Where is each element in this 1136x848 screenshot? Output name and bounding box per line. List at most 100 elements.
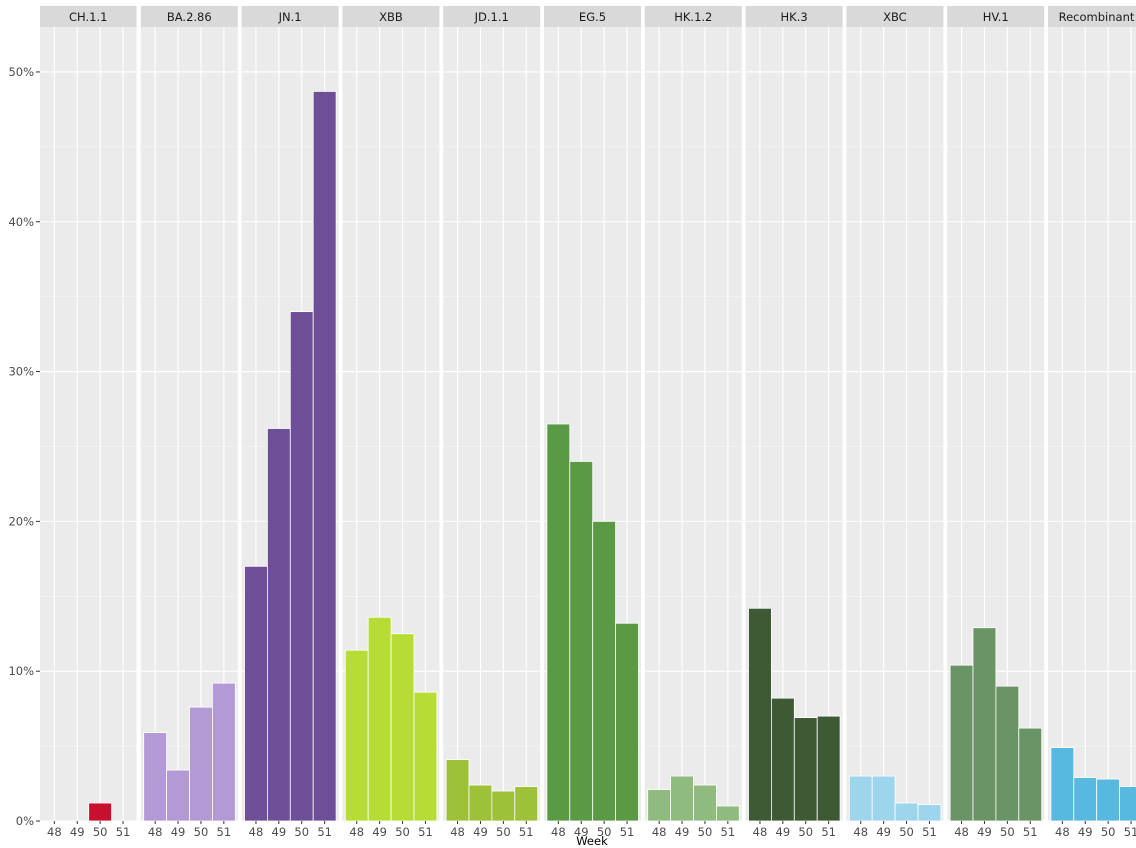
x-tick-label: 48 [148,825,163,839]
bar [949,664,974,821]
x-tick-label: 50 [395,825,410,839]
facet-panel: JD.1.1 48 49 50 51 [443,6,541,839]
bar [670,775,694,821]
bar [771,697,795,821]
bar [995,685,1020,821]
x-tick-label: 49 [776,825,791,839]
x-tick-label: 49 [977,825,992,839]
x-tick-label: 49 [473,825,488,839]
facet-strip-label: XBC [883,10,907,24]
y-tick-label: 0% [16,814,34,828]
x-tick-label: 48 [349,825,364,839]
x-tick-label: 48 [853,825,868,839]
x-tick-label: 51 [821,825,836,839]
facet-panel: JN.1 48 49 50 51 [241,6,339,839]
facet-panel: Recombinant 48 49 50 51 [1048,6,1136,839]
y-tick-label: 10% [8,664,34,678]
x-tick-label: 49 [574,825,589,839]
x-tick-label: 51 [620,825,635,839]
bar [344,649,369,821]
facet-strip [644,6,742,27]
y-tick-label: 20% [8,514,34,528]
x-tick-label: 48 [753,825,768,839]
facet-panel: XBC 48 49 50 51 [846,6,944,839]
facet-strip [1048,6,1136,27]
bar [647,789,672,821]
bar [189,706,213,821]
facet-panel: HV.1 48 49 50 51 [947,6,1045,839]
x-tick-label: 49 [372,825,387,839]
x-tick-label: 50 [1101,825,1116,839]
y-tick-label: 50% [8,65,34,79]
x-tick-label: 48 [47,825,62,839]
bar [1119,786,1136,821]
x-tick-label: 50 [294,825,309,839]
facet-strip-label: HV.1 [983,10,1009,24]
x-tick-label: 51 [922,825,937,839]
x-tick-label: 48 [1055,825,1070,839]
x-tick-label: 50 [496,825,511,839]
bar [289,311,314,821]
facet-strip-label: HK.1.2 [674,10,712,24]
y-tick-label: 40% [8,215,34,229]
x-tick-label: 49 [171,825,186,839]
x-tick-label: 51 [519,825,534,839]
facet-strip [241,6,339,27]
x-tick-label: 48 [954,825,969,839]
x-tick-label: 51 [1023,825,1038,839]
facet-strip [745,6,843,27]
bar [569,461,594,821]
bar [871,775,896,821]
bar [266,428,291,821]
bar [491,790,516,821]
x-tick-label: 49 [272,825,287,839]
bar [244,565,268,821]
bar [166,769,190,821]
facet-strip-label: XBB [379,10,403,24]
facet-panels: CH.1.1 48 49 50 51 BA.2.86 48 49 50 51 JN.1 48 49 50 5… [40,6,1136,839]
panel-background [1048,27,1136,821]
facet-strip-label: Recombinant [1059,10,1135,24]
bar [546,423,571,821]
facet-panel: BA.2.86 48 49 50 51 [140,6,238,839]
facet-panel: XBB 48 49 50 51 [342,6,440,839]
facet-strip [443,6,541,27]
facet-strip [544,6,641,27]
facet-strip [947,6,1045,27]
bar [1073,777,1098,821]
bar [390,633,415,821]
bar [615,622,639,821]
facet-strip-label: BA.2.86 [167,10,212,24]
x-tick-label: 48 [652,825,667,839]
facet-strip [846,6,944,27]
bar [848,775,873,821]
x-tick-label: 50 [899,825,914,839]
x-tick-label: 49 [70,825,85,839]
x-tick-label: 49 [1078,825,1093,839]
x-tick-label: 50 [597,825,612,839]
x-tick-label: 50 [698,825,713,839]
bar [312,91,337,821]
facet-strip-label: HK.3 [781,10,808,24]
bar [793,717,818,821]
facet-strip-label: JD.1.1 [474,10,509,24]
facet-strip [140,6,238,27]
bar [972,627,997,821]
panel-background [443,27,541,821]
x-axis-title: Week [576,834,608,848]
y-tick-label: 30% [8,365,34,379]
x-tick-label: 51 [116,825,131,839]
facet-strip-label: EG.5 [579,10,606,24]
facet-strip [342,6,440,27]
x-tick-label: 48 [551,825,566,839]
bar [88,802,112,821]
bar [592,520,617,821]
facet-strip [40,6,137,27]
bar [413,691,438,821]
x-tick-label: 48 [450,825,465,839]
bar [1050,747,1075,821]
panel-background [644,27,742,821]
x-tick-label: 49 [675,825,690,839]
x-tick-label: 51 [217,825,232,839]
